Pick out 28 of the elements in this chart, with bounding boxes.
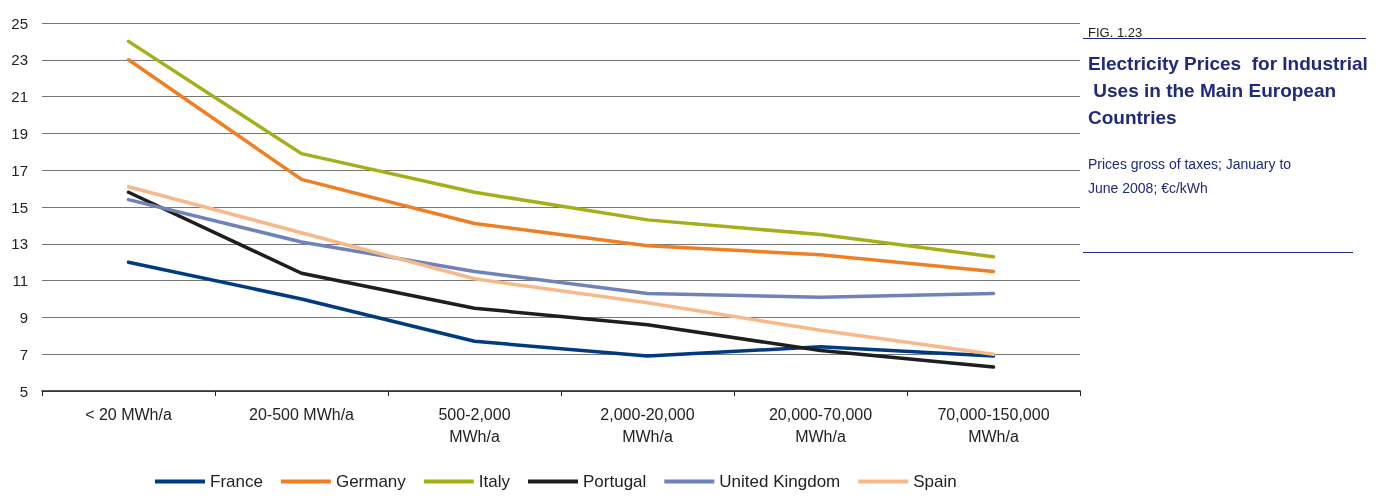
- y-tick-label: 23: [11, 51, 28, 69]
- y-tick-label: 25: [11, 14, 28, 32]
- y-tick-label: 5: [19, 382, 28, 400]
- line-series: [126, 260, 996, 358]
- y-tick-label: 19: [11, 124, 28, 142]
- legend-label: Germany: [335, 472, 407, 491]
- x-tick-label: 70,000-150,000 MWh/a: [937, 405, 1050, 445]
- x-tick-label: < 20 MWh/a: [85, 405, 172, 423]
- y-tick-label: 17: [11, 161, 28, 179]
- legend-label: United Kingdom: [719, 472, 841, 491]
- x-tick-label: 20,000-70,000 MWh/a: [768, 405, 873, 445]
- caption: FIG. 1.23: [1088, 25, 1143, 40]
- legend-label: France: [210, 472, 263, 491]
- y-tick-label: 13: [11, 235, 28, 253]
- x-tick-label: 2,000-20,000 MWh/a: [600, 405, 695, 445]
- y-tick-label: 15: [11, 198, 28, 216]
- line-series: [126, 197, 996, 299]
- y-tick-label: 7: [19, 345, 28, 363]
- y-tick-label: 21: [11, 88, 28, 106]
- y-tick-label: 9: [19, 308, 28, 326]
- text: Prices gross of taxes; January to June 2008; €c/kWh: [1088, 156, 1295, 196]
- legend-label: Italy: [478, 472, 511, 491]
- text: Electricity Prices for Industrial Uses in the Main European Countries: [1088, 53, 1368, 128]
- legend-label: Portugal: [583, 472, 647, 491]
- y-tick-label: 11: [12, 272, 28, 290]
- x-tick-label: 20-500 MWh/a: [249, 405, 355, 423]
- legend-label: Spain: [913, 472, 957, 491]
- x-tick-label: 500-2,000 MWh/a: [438, 405, 511, 445]
